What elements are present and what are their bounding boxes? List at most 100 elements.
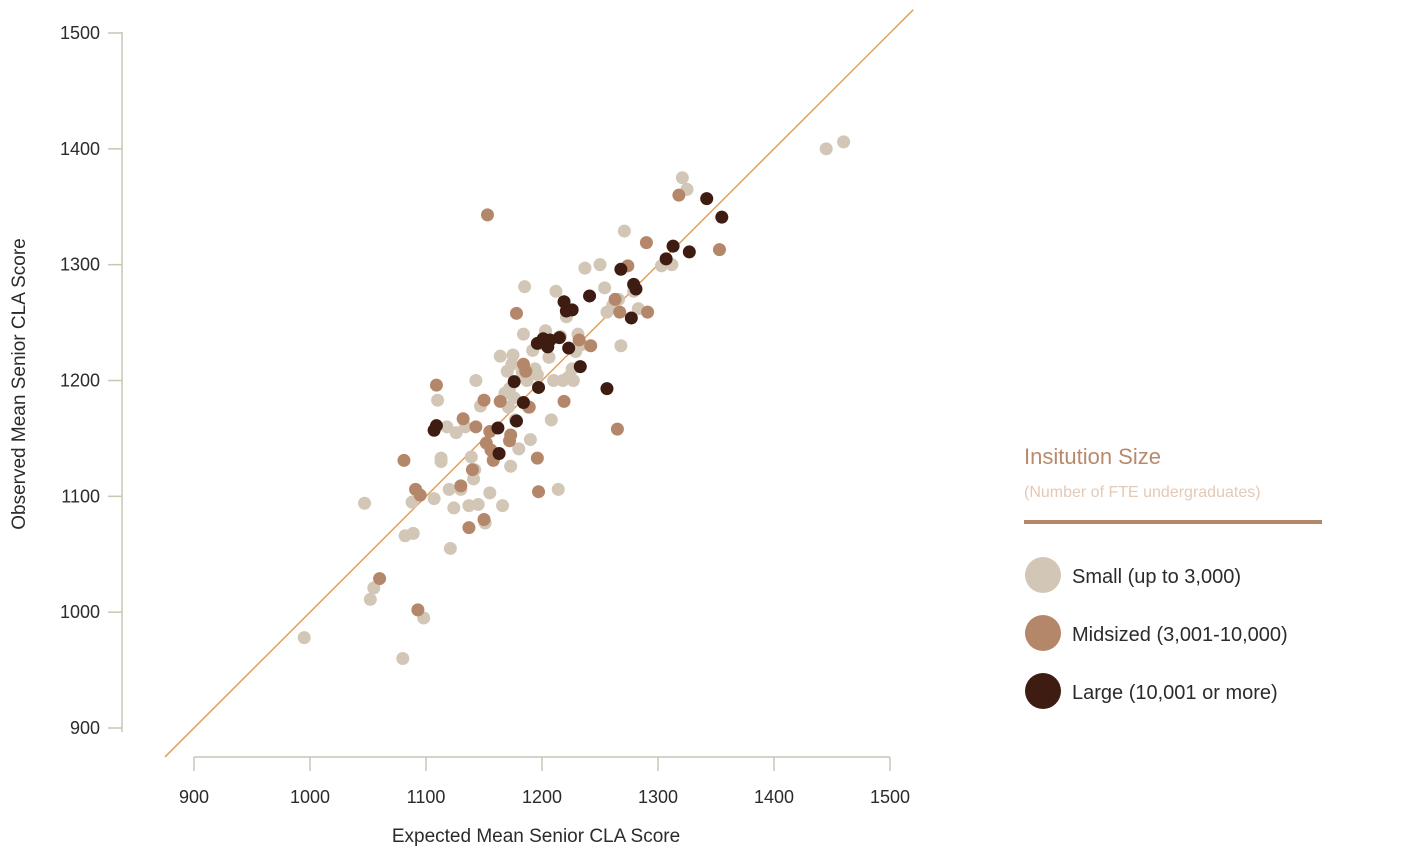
data-point-midsized: [397, 453, 411, 467]
data-point-small: [617, 224, 631, 238]
data-point-small: [549, 284, 563, 298]
x-axis-title: Expected Mean Senior CLA Score: [392, 826, 680, 847]
data-point-small: [675, 171, 689, 185]
data-point-midsized: [373, 572, 387, 586]
data-point-small: [469, 374, 483, 387]
legend-swatch-small: [1025, 557, 1061, 593]
data-point-large: [492, 446, 506, 460]
data-point-large: [614, 262, 628, 276]
data-point-large: [516, 396, 530, 410]
data-point-small: [447, 501, 461, 515]
x-axis-ticks: 900 1000 1100 1200 1300 1400 1500: [179, 757, 910, 807]
data-point-small: [406, 526, 420, 540]
data-point-midsized: [610, 422, 624, 436]
data-point-large: [552, 331, 566, 345]
data-point-midsized: [519, 364, 533, 378]
data-point-large: [491, 421, 505, 435]
data-point-small: [471, 497, 485, 511]
x-tick-label: 900: [179, 787, 209, 807]
data-point-midsized: [413, 488, 427, 502]
data-point-large: [562, 341, 576, 355]
data-point-small: [363, 592, 377, 606]
legend: Insitution Size (Number of FTE undergrad…: [1024, 444, 1322, 709]
data-point-midsized: [493, 394, 507, 408]
data-point-large: [583, 289, 597, 303]
data-point-large: [659, 252, 673, 266]
data-point-midsized: [465, 463, 479, 477]
data-point-large: [573, 360, 587, 374]
data-point-midsized: [641, 305, 655, 319]
data-point-small: [483, 486, 497, 500]
data-point-small: [551, 482, 565, 496]
data-point-small: [504, 459, 518, 473]
legend-label-midsized: Midsized (3,001-10,000): [1072, 624, 1288, 646]
data-point-small: [566, 374, 580, 387]
data-point-midsized: [456, 412, 470, 426]
y-tick-label: 1500: [60, 23, 100, 43]
y-axis-ticks: 900 1000 1100 1200 1300 1400 1500: [60, 23, 122, 738]
data-point-midsized: [557, 394, 571, 408]
data-point-small: [434, 451, 448, 465]
data-point-small: [431, 393, 445, 407]
data-point-small: [297, 631, 311, 645]
legend-title: Insitution Size: [1024, 444, 1161, 469]
data-point-midsized: [532, 485, 546, 499]
y-axis-title: Observed Mean Senior CLA Score: [9, 238, 30, 530]
data-point-large: [700, 192, 714, 206]
y-tick-label: 900: [70, 718, 100, 738]
x-axis: 900 1000 1100 1200 1300 1400 1500: [179, 756, 910, 807]
data-point-midsized: [477, 393, 491, 407]
data-point-small: [578, 261, 592, 275]
data-point-midsized: [469, 420, 483, 434]
data-point-small: [496, 499, 510, 513]
legend-subtitle: (Number of FTE undergraduates): [1024, 484, 1261, 501]
data-point-midsized: [462, 521, 476, 535]
y-axis: 900 1000 1100 1200 1300 1400 1500: [60, 23, 123, 738]
data-point-small: [518, 280, 532, 294]
data-point-midsized: [480, 208, 494, 222]
data-point-large: [565, 303, 579, 317]
x-tick-label: 1300: [638, 787, 678, 807]
data-point-small: [516, 327, 530, 341]
x-tick-label: 1000: [290, 787, 330, 807]
data-point-midsized: [608, 292, 622, 306]
data-point-midsized: [584, 339, 598, 353]
data-point-midsized: [672, 188, 686, 202]
data-point-midsized: [613, 305, 627, 319]
data-point-small: [506, 348, 520, 362]
data-point-small: [593, 258, 607, 272]
x-tick-label: 1500: [870, 787, 910, 807]
data-point-small: [530, 368, 544, 382]
data-point-small: [464, 450, 478, 464]
data-point-midsized: [530, 451, 544, 465]
data-point-midsized: [504, 428, 518, 442]
data-point-small: [542, 350, 556, 364]
data-point-large: [629, 282, 643, 296]
x-tick-label: 1200: [522, 787, 562, 807]
data-point-small: [547, 374, 561, 387]
data-point-midsized: [572, 333, 586, 347]
data-point-small: [367, 581, 381, 595]
data-point-small: [440, 420, 454, 434]
data-point-large: [509, 414, 523, 428]
data-point-small: [358, 496, 372, 510]
data-point-large: [429, 419, 443, 433]
data-points: [297, 135, 851, 665]
data-point-small: [598, 281, 612, 295]
y-tick-label: 1000: [60, 602, 100, 622]
data-point-small: [512, 442, 526, 456]
data-point-small: [427, 492, 441, 506]
data-point-midsized: [712, 243, 726, 257]
data-point-midsized: [454, 479, 468, 493]
data-point-midsized: [639, 236, 653, 250]
data-point-midsized: [429, 378, 443, 392]
data-point-small: [396, 652, 410, 665]
data-point-small: [442, 482, 456, 496]
y-tick-label: 1400: [60, 139, 100, 159]
data-point-midsized: [509, 306, 523, 320]
y-tick-label: 1100: [61, 486, 100, 506]
data-point-small: [493, 349, 507, 363]
data-point-small: [614, 339, 628, 353]
data-point-small: [443, 541, 457, 555]
